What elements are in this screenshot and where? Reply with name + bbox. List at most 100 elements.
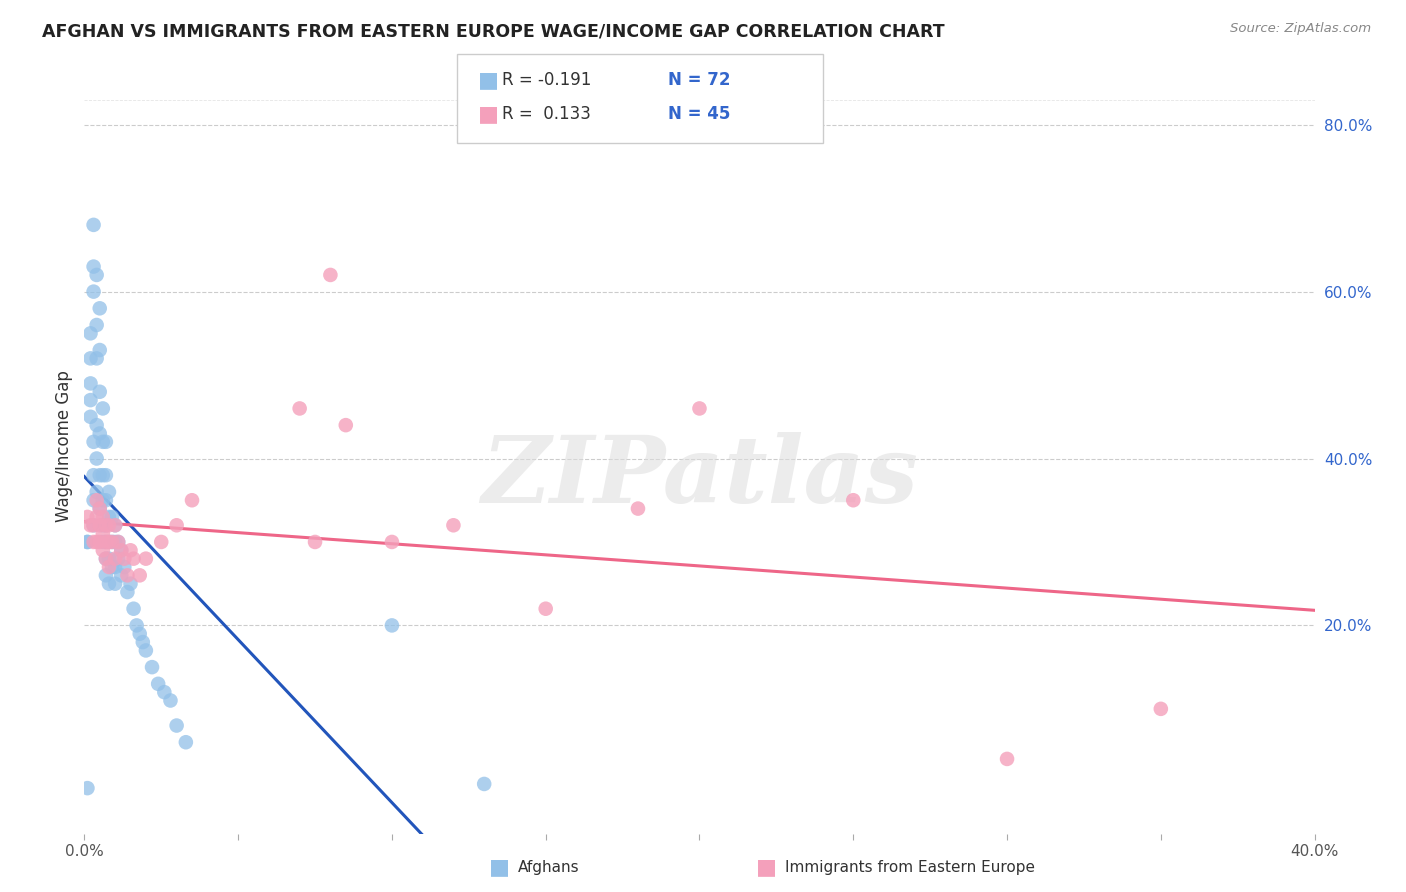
Point — [86, 510, 108, 524]
Point — [141, 660, 163, 674]
Point — [181, 493, 204, 508]
Point — [110, 568, 132, 582]
Point — [98, 484, 120, 499]
Point — [148, 677, 170, 691]
Point — [94, 468, 117, 483]
Point — [94, 493, 117, 508]
Point — [166, 518, 188, 533]
Point — [83, 468, 105, 483]
Point — [89, 468, 111, 483]
Point — [83, 518, 105, 533]
Point — [89, 535, 111, 549]
Point — [94, 568, 117, 582]
Point — [89, 501, 111, 516]
Point — [89, 301, 111, 316]
Point — [107, 535, 129, 549]
Text: N = 45: N = 45 — [668, 105, 730, 123]
Point — [104, 518, 127, 533]
Point — [83, 285, 105, 299]
Point — [91, 434, 114, 449]
Point — [104, 535, 127, 549]
Point — [112, 551, 135, 566]
Text: AFGHAN VS IMMIGRANTS FROM EASTERN EUROPE WAGE/INCOME GAP CORRELATION CHART: AFGHAN VS IMMIGRANTS FROM EASTERN EUROPE… — [42, 22, 945, 40]
Point — [83, 493, 105, 508]
Point — [128, 626, 150, 640]
Point — [125, 618, 148, 632]
Point — [94, 434, 117, 449]
Point — [166, 718, 188, 732]
Point — [381, 535, 404, 549]
Point — [76, 781, 98, 796]
Point — [101, 510, 124, 524]
Y-axis label: Wage/Income Gap: Wage/Income Gap — [55, 370, 73, 522]
Point — [86, 318, 108, 332]
Point — [995, 752, 1018, 766]
Point — [91, 526, 114, 541]
Point — [120, 576, 142, 591]
Point — [288, 401, 311, 416]
Text: ■: ■ — [478, 104, 499, 124]
Text: ■: ■ — [756, 857, 776, 877]
Point — [91, 510, 114, 524]
Point — [1150, 702, 1173, 716]
Point — [89, 518, 111, 533]
Point — [86, 418, 108, 433]
Point — [107, 535, 129, 549]
Point — [79, 351, 101, 366]
Point — [98, 510, 120, 524]
Point — [83, 260, 105, 274]
Text: N = 72: N = 72 — [668, 71, 730, 89]
Point — [132, 635, 155, 649]
Point — [689, 401, 711, 416]
Point — [86, 493, 108, 508]
Point — [94, 535, 117, 549]
Point — [117, 568, 139, 582]
Point — [627, 501, 650, 516]
Point — [319, 268, 342, 282]
Point — [98, 518, 120, 533]
Point — [89, 343, 111, 357]
Text: R = -0.191: R = -0.191 — [502, 71, 592, 89]
Point — [122, 551, 145, 566]
Point — [335, 418, 357, 433]
Point — [104, 551, 127, 566]
Point — [94, 551, 117, 566]
Point — [128, 568, 150, 582]
Point — [89, 384, 111, 399]
Point — [86, 268, 108, 282]
Point — [86, 451, 108, 466]
Point — [79, 409, 101, 424]
Text: ZIPatlas: ZIPatlas — [481, 432, 918, 522]
Text: Source: ZipAtlas.com: Source: ZipAtlas.com — [1230, 22, 1371, 36]
Point — [842, 493, 865, 508]
Text: Afghans: Afghans — [517, 860, 579, 874]
Point — [79, 326, 101, 341]
Point — [150, 535, 173, 549]
Point — [101, 535, 124, 549]
Point — [174, 735, 197, 749]
Point — [86, 535, 108, 549]
Point — [83, 434, 105, 449]
Point — [89, 426, 111, 441]
Point — [76, 510, 98, 524]
Text: ■: ■ — [478, 70, 499, 90]
Point — [86, 351, 108, 366]
Point — [107, 551, 129, 566]
Point — [104, 560, 127, 574]
Point — [112, 560, 135, 574]
Point — [98, 551, 120, 566]
Point — [98, 535, 120, 549]
Point — [101, 535, 124, 549]
Point — [534, 601, 557, 615]
Point — [98, 576, 120, 591]
Point — [76, 535, 98, 549]
Point — [110, 543, 132, 558]
Point — [89, 501, 111, 516]
Point — [159, 693, 181, 707]
Point — [98, 535, 120, 549]
Point — [79, 518, 101, 533]
Text: ■: ■ — [489, 857, 509, 877]
Point — [120, 543, 142, 558]
Point — [94, 518, 117, 533]
Point — [91, 543, 114, 558]
